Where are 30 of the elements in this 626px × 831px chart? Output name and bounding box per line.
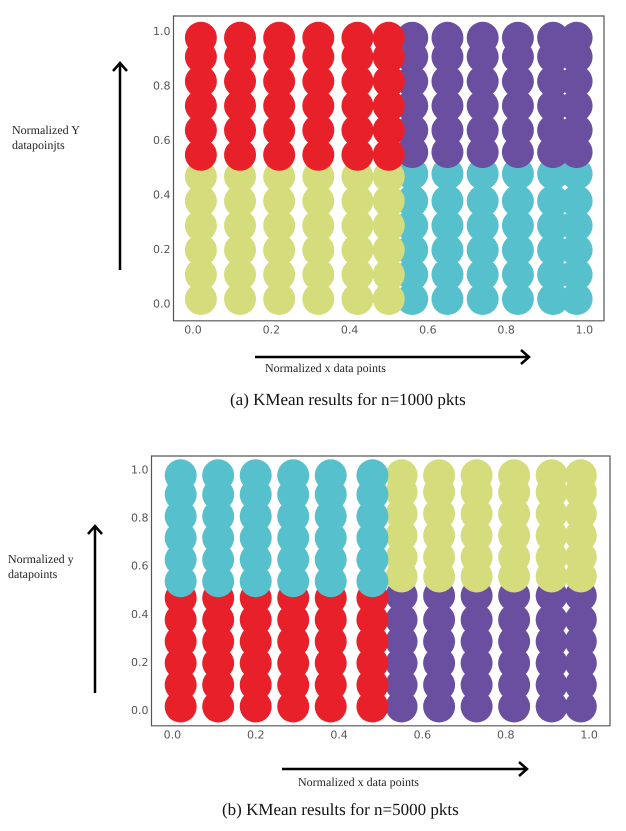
x-tick-label: 1.0 <box>580 728 598 742</box>
x-tick-label: 0.2 <box>262 323 280 336</box>
x-tick-label: 0.8 <box>497 728 515 742</box>
x-tick-label: 0.4 <box>330 728 348 742</box>
x-tick-label: 0.6 <box>419 323 437 336</box>
x-tick-label: 1.0 <box>576 323 594 336</box>
x-axis-title: Normalized x data points <box>265 361 386 376</box>
y-tick-label: 0.6 <box>130 560 148 573</box>
x-tick-label: 0.6 <box>414 728 432 742</box>
x-axis-title: Normalized x data points <box>298 775 419 790</box>
y-tick-label: 0.4 <box>152 188 170 202</box>
x-tick-label: 0.0 <box>184 323 202 336</box>
y-tick-label: 0.2 <box>152 242 170 256</box>
text: (b) KMean results for n=5000 pkts <box>222 800 459 820</box>
y-tick-label: 0.8 <box>130 511 148 524</box>
x-tick-label: 0.0 <box>164 728 182 742</box>
y-tick-label: 0.0 <box>152 297 170 310</box>
x-tick-label: 0.4 <box>340 323 358 336</box>
y-tick-label: 0.8 <box>152 80 170 93</box>
y-tick-label: 1.0 <box>130 463 148 476</box>
y-tick-label: 1.0 <box>152 25 170 38</box>
y-tick-label: 0.2 <box>130 656 148 670</box>
x-tick-label: 0.2 <box>246 728 264 742</box>
y-tick-label: 0.6 <box>152 134 170 148</box>
x-tick-label: 0.8 <box>497 323 515 336</box>
y-tick-label: 0.4 <box>130 608 148 621</box>
y-axis-title: Normalized y datapoints <box>8 552 75 582</box>
y-tick-label: 0.0 <box>130 704 148 718</box>
text: (a) KMean results for n=1000 pkts <box>230 390 466 410</box>
y-axis-title: Normalized Y datapoinjts <box>12 123 81 153</box>
